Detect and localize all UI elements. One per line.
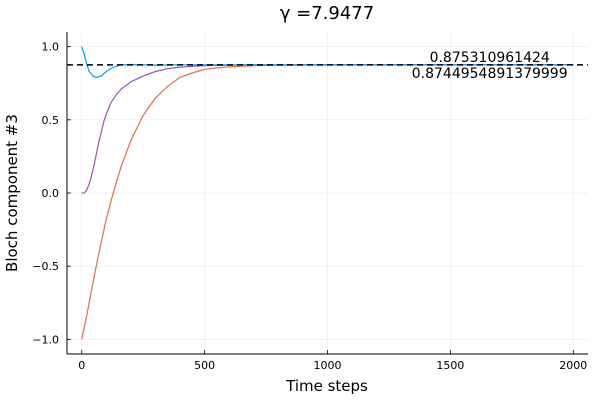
x-tick-label-2: 1000 xyxy=(314,359,342,372)
chart-title: γ =7.9477 xyxy=(280,3,374,24)
y-tick-label-2: 0.0 xyxy=(42,187,60,200)
y-tick-label-1: −0.5 xyxy=(32,260,59,273)
y-tick-label-3: 0.5 xyxy=(42,114,60,127)
y-tick-label-0: −1.0 xyxy=(32,333,59,346)
y-tick-label-4: 1.0 xyxy=(42,41,60,54)
x-tick-label-3: 1500 xyxy=(436,359,464,372)
annotation-1: 0.8744954891379999 xyxy=(412,66,568,82)
y-axis-label: Bloch component #3 xyxy=(3,114,21,272)
x-tick-label-4: 2000 xyxy=(559,359,587,372)
x-tick-label-0: 0 xyxy=(78,359,85,372)
axes xyxy=(66,32,588,355)
grid xyxy=(67,32,588,354)
x-axis-label: Time steps xyxy=(285,377,368,395)
annotation-0: 0.875310961424 xyxy=(430,50,550,66)
tick-labels: 0 500 1000 1500 2000 −1.0 −0.5 0.0 0.5 1.0 xyxy=(32,41,587,372)
x-tick-label-1: 500 xyxy=(194,359,215,372)
